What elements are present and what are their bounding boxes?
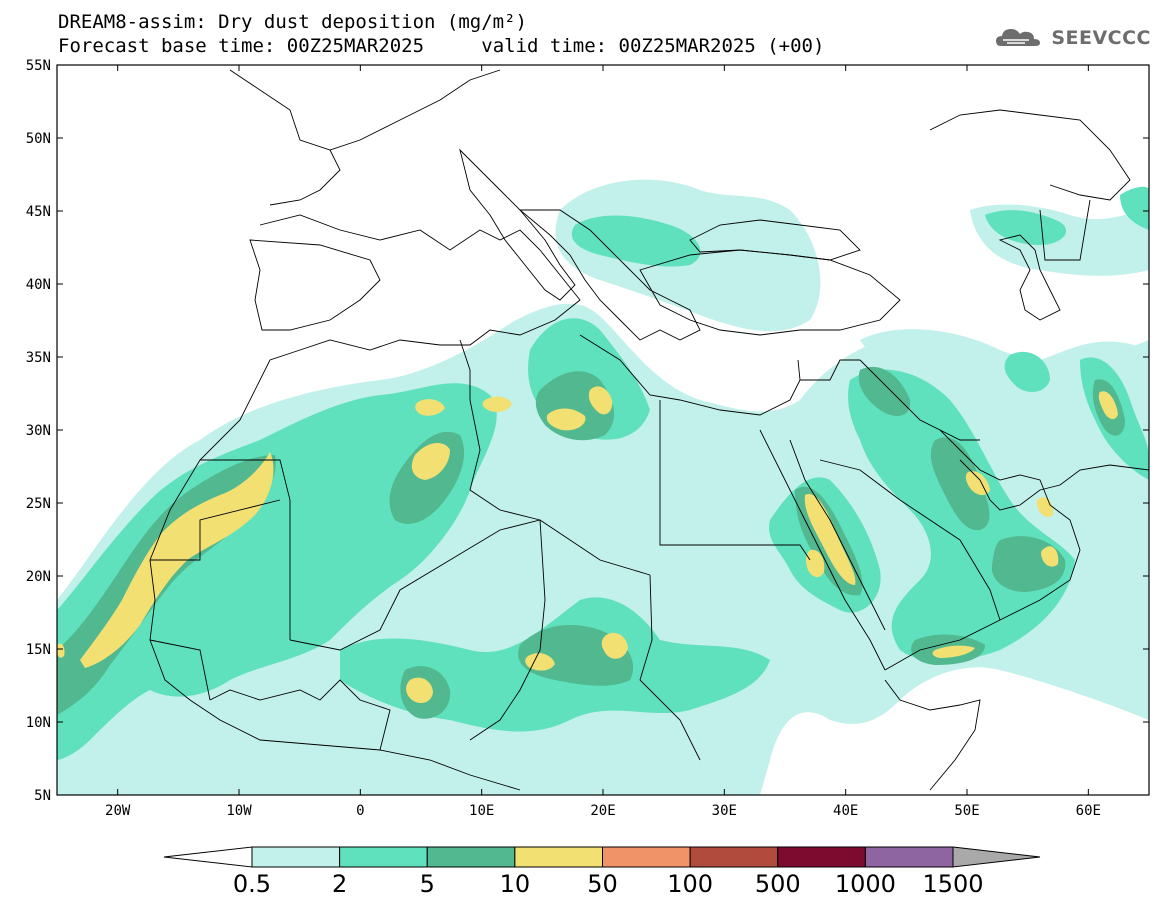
lat-label: 50N [26,131,51,147]
lat-label: 45N [26,204,51,220]
colorbar-label: 0.5 [233,870,271,898]
colorbar-boxes [251,846,954,868]
colorbar-label: 2 [332,870,347,898]
lon-label: 10W [226,803,252,819]
map-title: DREAM8-assim: Dry dust deposition (mg/m²… [58,11,527,33]
colorbar-box [777,846,866,868]
lon-label: 40E [833,803,858,819]
colorbar-box [514,846,603,868]
colorbar-label: 5 [420,870,435,898]
lat-label: 55N [26,58,51,74]
colorbar-label: 500 [755,870,801,898]
longitude-labels: 20W 10W 0 10E 20E 30E 40E 50E 60E [105,803,1101,819]
colorbar-label: 100 [667,870,713,898]
colorbar-labels: 0.5 2 5 10 50 100 500 1000 1500 [233,870,984,898]
lat-label: 15N [26,642,51,658]
time-info: Forecast base time: 00Z25MAR2025 valid t… [58,36,824,56]
colorbar-label: 1500 [922,870,983,898]
seevccc-logo: SEEVCCC [995,26,1151,50]
colorbar-left-arrow [163,846,253,868]
colorbar-box [689,846,779,868]
colorbar-box [602,846,691,868]
colorbar-label: 10 [500,870,531,898]
colorbar-label: 1000 [835,870,896,898]
lat-label: 40N [26,277,51,293]
cloud-icon [996,29,1041,46]
lon-label: 60E [1076,803,1101,819]
colorbar-box [426,846,516,868]
latitude-labels: 55N 50N 45N 40N 35N 30N 25N 20N 15N 10N 5N [26,58,51,804]
lat-label: 25N [26,496,51,512]
base-time-label: Forecast base time: 00Z25MAR2025 [58,35,425,57]
colorbar-box [251,846,341,868]
colorbar-box [339,846,428,868]
lat-label: 10N [26,715,51,731]
lat-label: 20N [26,569,51,585]
coastlines-and-borders [149,69,1149,791]
lon-label: 20E [590,803,615,819]
logo-text: SEEVCCC [1051,27,1151,49]
lat-label: 35N [26,350,51,366]
deposition-fields [57,179,1149,795]
colorbar-right-arrow [952,846,1041,868]
colorbar: 0.5 2 5 10 50 100 500 1000 1500 [163,846,1041,898]
lon-label: 0 [356,803,364,819]
lat-label: 30N [26,423,51,439]
valid-time-label: valid time: 00Z25MAR2025 (+00) [481,35,825,57]
colorbar-box [864,846,954,868]
lon-label: 10E [469,803,494,819]
lat-label: 5N [34,788,51,804]
axis-ticks [57,64,1149,796]
lon-label: 50E [954,803,979,819]
colorbar-label: 50 [587,870,618,898]
lon-label: 20W [105,803,131,819]
lon-label: 30E [712,803,737,819]
